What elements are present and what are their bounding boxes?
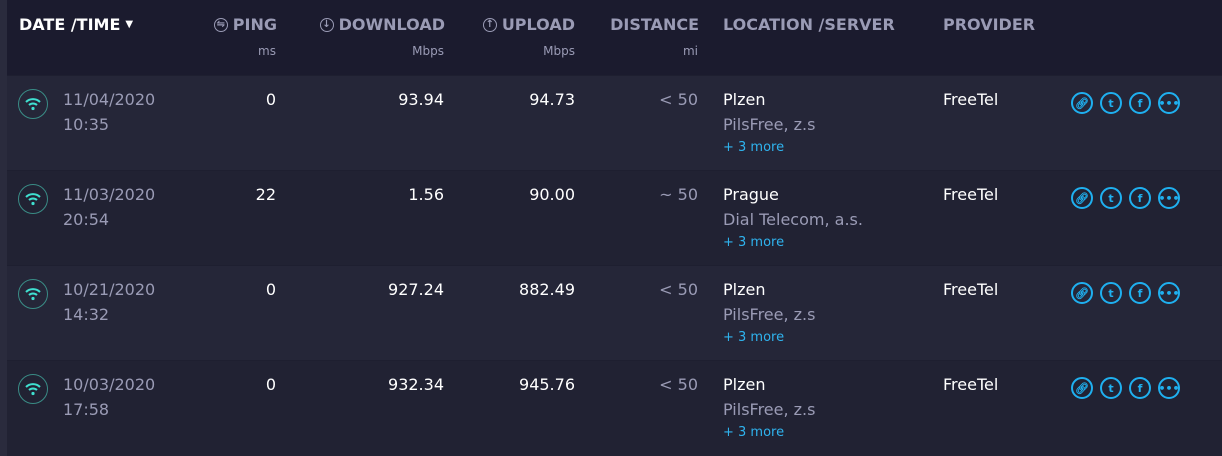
twitter-icon[interactable]: t	[1100, 377, 1122, 399]
link-icon[interactable]: 🔗︎	[1071, 282, 1093, 304]
more-options-icon[interactable]: •••	[1158, 282, 1180, 304]
table-row[interactable]: 10/21/2020 14:32 0 927.24 882.49 < 50 Pl…	[7, 265, 1222, 361]
table-row[interactable]: 10/03/2020 17:58 0 932.34 945.76 < 50 Pl…	[7, 360, 1222, 456]
more-servers-link[interactable]: + 3 more	[723, 425, 785, 440]
test-time: 10:35	[63, 115, 110, 134]
test-date: 10/03/2020	[63, 375, 156, 394]
table-row[interactable]: 11/04/2020 10:35 0 93.94 94.73 < 50 Plze…	[7, 75, 1222, 171]
upload-value: 882.49	[519, 280, 575, 299]
download-value: 1.56	[408, 185, 444, 204]
provider-header[interactable]: PROVIDER	[943, 15, 1036, 34]
wifi-icon	[18, 89, 48, 119]
sort-date-time[interactable]: DATE /TIME ▼	[19, 15, 133, 34]
upload-value: 94.73	[529, 90, 575, 109]
upload-value: 90.00	[529, 185, 575, 204]
twitter-icon[interactable]: t	[1100, 282, 1122, 304]
upload-value: 945.76	[519, 375, 575, 394]
row-actions: 🔗︎ t f •••	[1071, 282, 1180, 304]
ping-value: 0	[265, 90, 276, 109]
ping-value: 22	[255, 185, 276, 204]
test-time: 17:58	[63, 400, 110, 419]
link-icon[interactable]: 🔗︎	[1071, 92, 1093, 114]
upload-label: UPLOAD	[501, 15, 575, 34]
download-unit: Mbps	[412, 44, 444, 58]
distance-value: < 50	[659, 375, 698, 394]
location-header[interactable]: LOCATION /SERVER	[723, 15, 895, 34]
distance-value: ~ 50	[659, 185, 698, 204]
ping-value: 0	[265, 280, 276, 299]
more-options-icon[interactable]: •••	[1158, 187, 1180, 209]
test-time: 20:54	[63, 210, 110, 229]
test-time: 14:32	[63, 305, 110, 324]
more-servers-link[interactable]: + 3 more	[723, 140, 785, 155]
link-icon[interactable]: 🔗︎	[1071, 377, 1093, 399]
more-servers-link[interactable]: + 3 more	[723, 330, 785, 345]
download-value: 927.24	[388, 280, 444, 299]
distance-value: < 50	[659, 90, 698, 109]
download-label: DOWNLOAD	[338, 15, 445, 34]
test-date: 11/03/2020	[63, 185, 156, 204]
date-time-header: DATE /TIME	[19, 15, 121, 34]
more-options-icon[interactable]: •••	[1158, 377, 1180, 399]
ping-label: PING	[232, 15, 277, 34]
test-date: 11/04/2020	[63, 90, 156, 109]
twitter-icon[interactable]: t	[1100, 187, 1122, 209]
wifi-icon	[18, 184, 48, 214]
wifi-icon	[18, 279, 48, 309]
row-actions: 🔗︎ t f •••	[1071, 92, 1180, 114]
twitter-icon[interactable]: t	[1100, 92, 1122, 114]
download-icon: ↓	[319, 17, 334, 32]
distance-header[interactable]: DISTANCE	[610, 15, 699, 34]
facebook-icon[interactable]: f	[1129, 187, 1151, 209]
facebook-icon[interactable]: f	[1129, 282, 1151, 304]
server-value: PilsFree, z.s	[723, 115, 816, 134]
wifi-icon	[18, 374, 48, 404]
location-value: Plzen	[723, 280, 766, 299]
provider-value: FreeTel	[943, 280, 999, 299]
distance-value: < 50	[659, 280, 698, 299]
server-value: PilsFree, z.s	[723, 400, 816, 419]
ping-header[interactable]: ⇋ PING	[213, 15, 277, 34]
more-options-icon[interactable]: •••	[1158, 92, 1180, 114]
results-table: DATE /TIME ▼ ⇋ PING ms ↓ DOWNLOAD Mbps ↑ UPL…	[7, 0, 1222, 456]
sort-caret-icon: ▼	[125, 19, 134, 30]
location-value: Prague	[723, 185, 779, 204]
test-date: 10/21/2020	[63, 280, 156, 299]
ping-value: 0	[265, 375, 276, 394]
location-value: Plzen	[723, 375, 766, 394]
facebook-icon[interactable]: f	[1129, 92, 1151, 114]
row-actions: 🔗︎ t f •••	[1071, 187, 1180, 209]
server-value: Dial Telecom, a.s.	[723, 210, 863, 229]
download-value: 932.34	[388, 375, 444, 394]
provider-value: FreeTel	[943, 185, 999, 204]
upload-icon: ↑	[482, 17, 497, 32]
upload-header[interactable]: ↑ UPLOAD	[482, 15, 575, 34]
location-value: Plzen	[723, 90, 766, 109]
ping-unit: ms	[258, 44, 276, 58]
more-servers-link[interactable]: + 3 more	[723, 235, 785, 250]
distance-unit: mi	[682, 44, 698, 58]
link-icon[interactable]: 🔗︎	[1071, 187, 1093, 209]
provider-value: FreeTel	[943, 90, 999, 109]
row-actions: 🔗︎ t f •••	[1071, 377, 1180, 399]
table-row[interactable]: 11/03/2020 20:54 22 1.56 90.00 ~ 50 Prag…	[7, 170, 1222, 266]
upload-unit: Mbps	[543, 44, 575, 58]
server-value: PilsFree, z.s	[723, 305, 816, 324]
table-header: DATE /TIME ▼ ⇋ PING ms ↓ DOWNLOAD Mbps ↑ UPL…	[7, 0, 1222, 75]
ping-icon: ⇋	[213, 17, 228, 32]
provider-value: FreeTel	[943, 375, 999, 394]
download-value: 93.94	[398, 90, 444, 109]
download-header[interactable]: ↓ DOWNLOAD	[319, 15, 445, 34]
facebook-icon[interactable]: f	[1129, 377, 1151, 399]
